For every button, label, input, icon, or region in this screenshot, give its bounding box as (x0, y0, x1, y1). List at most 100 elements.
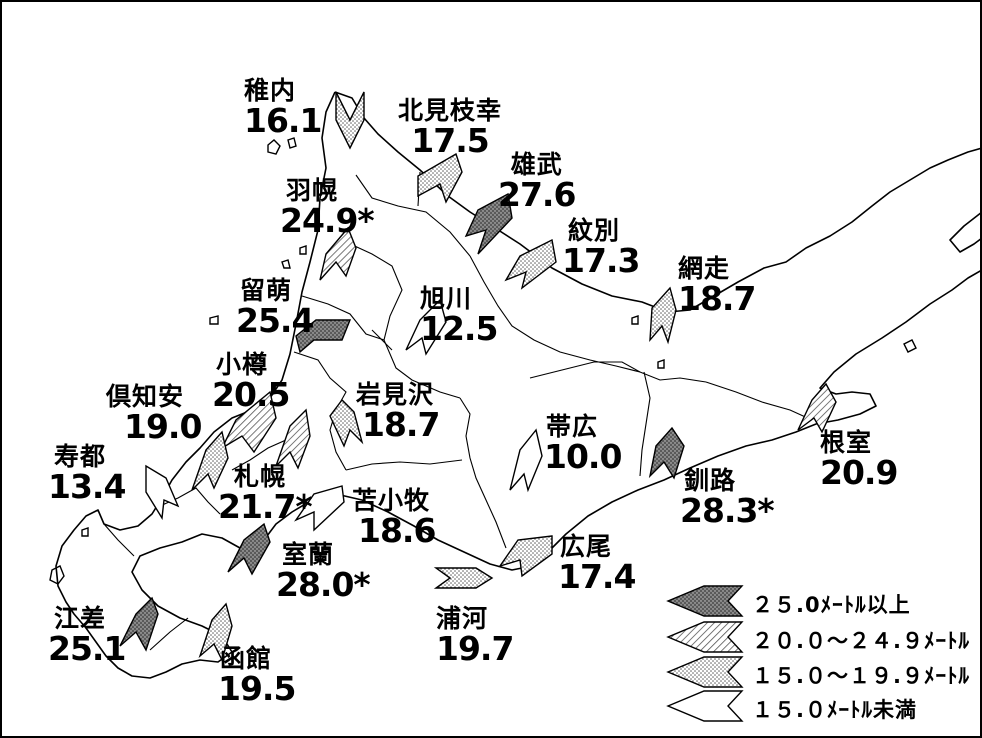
wind-arrow-abashiri (649, 286, 677, 345)
station-name: 雄武 (510, 150, 563, 179)
station-name: 網走 (678, 254, 731, 283)
wind-arrow-tomakomai (294, 485, 345, 532)
station-value: 19.7 (436, 629, 514, 668)
wind-arrow-kushiro (648, 426, 685, 480)
station-name: 札幌 (234, 462, 287, 491)
station-value: 13.4 (48, 467, 126, 506)
station-label-omu: 雄武 27.6 (498, 150, 576, 214)
station-value: 18.7 (362, 405, 440, 444)
wind-arrow-rumoi (295, 319, 352, 354)
wind-arrow-iwamizawa (329, 398, 364, 448)
legend-swatch-white (666, 690, 744, 722)
legend-swatch-dots (666, 656, 744, 688)
wind-arrow-otaru-2 (275, 408, 311, 470)
station-name: 倶知安 (106, 382, 185, 411)
wind-arrow-urakawa (433, 567, 494, 589)
wind-arrow-esashi (119, 596, 159, 652)
station-value: 20.9 (820, 453, 898, 492)
station-value: 16.1 (244, 101, 322, 140)
legend-label-dark: ２５.0ﾒｰﾄﾙ以上 (752, 593, 911, 617)
station-label-obihiro: 帯広 10.0 (544, 412, 622, 476)
station-name: 広尾 (560, 532, 613, 561)
station-name: 羽幌 (286, 176, 339, 205)
legend-swatch-hatch (666, 621, 744, 653)
station-label-otaru: 小樽 20.5 (212, 350, 290, 414)
station-value: 25.1 (48, 629, 126, 668)
station-value: 28.0* (276, 565, 371, 604)
wind-arrow-kutchan (191, 430, 229, 491)
station-label-abashiri: 網走 18.7 (678, 254, 756, 318)
station-label-iwamizawa: 岩見沢 18.7 (356, 380, 440, 444)
station-value: 17.3 (562, 241, 640, 280)
legend-label-white: １５.０ﾒｰﾄﾙ未満 (752, 698, 917, 722)
station-name: 寿都 (54, 442, 107, 471)
station-value: 27.6 (498, 175, 576, 214)
station-label-tomakomai: 苫小牧 18.6 (352, 486, 436, 550)
wind-arrow-asahikawa (405, 298, 447, 356)
station-label-kitamiesashi: 北見枝幸 17.5 (398, 98, 502, 157)
station-label-kushiro: 釧路 28.3* (680, 466, 775, 530)
station-label-rumoi: 留萌 25.4 (236, 276, 314, 340)
legend-label-dots: １５.０～１９.９ﾒｰﾄﾙ (752, 664, 970, 688)
station-value: 18.6 (358, 511, 436, 550)
station-name: 旭川 (420, 284, 473, 313)
station-value: 17.5 (411, 121, 489, 160)
station-value: 20.5 (212, 375, 290, 414)
station-label-esashi: 江差 25.1 (48, 604, 126, 668)
legend-label-hatch: ２０.０～２４.９ﾒｰﾄﾙ (752, 629, 970, 653)
station-name: 苫小牧 (352, 486, 431, 515)
wind-arrow-hiroo (498, 535, 553, 578)
station-value: 21.7* (218, 487, 313, 526)
wind-arrow-hakodate (198, 602, 233, 662)
wind-arrow-otaru-1 (220, 390, 277, 454)
station-value: 17.4 (558, 557, 636, 596)
station-label-monbetsu: 紋別 17.3 (562, 216, 640, 280)
station-value: 19.0 (124, 407, 202, 446)
station-label-hiroo: 広尾 17.4 (558, 532, 636, 596)
station-value: 18.7 (678, 279, 756, 318)
station-name: 紋別 (568, 216, 621, 245)
wind-arrow-suttsu (145, 464, 180, 521)
station-label-wakkanai: 稚内 16.1 (244, 76, 322, 140)
station-label-haboro: 羽幌 24.9* (280, 176, 375, 240)
wind-arrow-haboro (319, 226, 357, 281)
station-name: 留萌 (240, 276, 293, 305)
station-name: 小樽 (216, 350, 269, 379)
wind-arrow-muroran (227, 522, 271, 576)
station-name: 室蘭 (282, 540, 335, 569)
islands (49, 137, 917, 585)
station-value: 12.5 (420, 309, 498, 348)
wind-arrow-wakkanai (335, 91, 365, 150)
station-label-asahikawa: 旭川 12.5 (420, 284, 498, 348)
station-name: 釧路 (684, 466, 737, 495)
wind-arrow-monbetsu (504, 238, 557, 290)
station-label-nemuro: 根室 20.9 (820, 428, 898, 492)
station-name: 帯広 (546, 412, 599, 441)
wind-arrow-omu (464, 192, 513, 255)
station-name: 岩見沢 (356, 380, 435, 409)
station-name: 江差 (54, 604, 107, 633)
station-label-muroran: 室蘭 28.0* (276, 540, 371, 604)
station-value: 10.0 (544, 437, 622, 476)
station-value: 25.4 (236, 301, 314, 340)
station-value: 19.5 (218, 669, 296, 708)
station-label-urakawa: 浦河 19.7 (436, 604, 514, 668)
station-label-sapporo: 札幌 21.7* (218, 462, 313, 526)
station-name: 北見枝幸 (398, 96, 503, 125)
station-label-hakodate: 函館 19.5 (218, 644, 296, 708)
station-label-kutchan: 倶知安 19.0 (106, 382, 202, 446)
station-name: 函館 (220, 644, 273, 673)
legend-swatch-dark (666, 585, 744, 617)
station-value: 28.3* (680, 491, 775, 530)
station-value: 24.9* (280, 201, 375, 240)
wind-arrows (119, 91, 837, 662)
coastline (55, 91, 982, 679)
station-name: 根室 (820, 428, 873, 457)
wind-arrow-kitamiesashi (417, 152, 463, 204)
wind-arrow-nemuro (797, 382, 837, 434)
station-name: 稚内 (244, 76, 297, 105)
station-name: 浦河 (436, 604, 489, 633)
station-label-suttsu: 寿都 13.4 (48, 442, 126, 506)
